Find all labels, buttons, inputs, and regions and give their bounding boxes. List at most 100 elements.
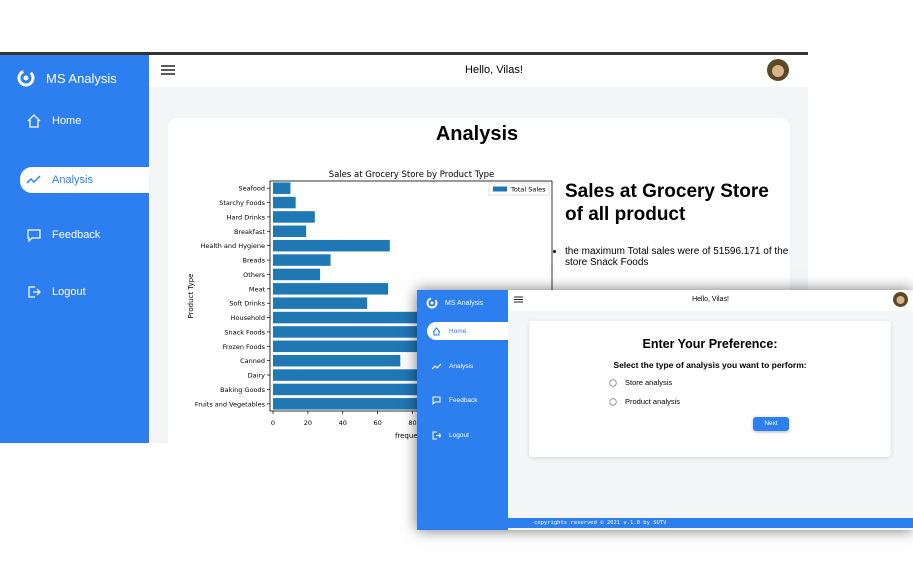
sidebar: MS Analysis Home Analysis Feedback Logou…	[0, 55, 149, 443]
bar	[273, 354, 401, 367]
nav-logout[interactable]: Logout	[26, 284, 86, 300]
form-question: Select the type of analysis you want to …	[613, 360, 807, 370]
bar	[273, 225, 307, 238]
bar	[273, 268, 321, 281]
y-tick-label: Hard Drinks	[227, 213, 266, 221]
bar	[273, 311, 432, 324]
brand-name: MS Analysis	[46, 70, 117, 86]
legend: Total Sales	[488, 182, 550, 196]
brand[interactable]: MS Analysis	[16, 68, 117, 88]
option[interactable]: Product analysis	[609, 397, 680, 406]
nav-label: Logout	[449, 432, 469, 439]
radio[interactable]	[609, 378, 617, 387]
chart-title: Sales at Grocery Store by Product Type	[329, 170, 495, 180]
legend-box	[488, 182, 550, 196]
y-tick-label: Fruits and Vegetables	[195, 400, 266, 408]
radio[interactable]	[609, 397, 617, 406]
bar-chart: Sales at Grocery Store by Product Type Pr…	[187, 170, 553, 440]
y-tick-label: Health and Hygiene	[201, 242, 266, 250]
front-window: MS Analysis Home Analysis Feedback Logou…	[417, 290, 913, 530]
bar	[273, 211, 315, 223]
y-tick-label: Frozen Foods	[223, 343, 266, 351]
nav-label: Logout	[52, 286, 86, 298]
nav-label: Analysis	[52, 174, 93, 186]
chart: Sales at Grocery Store by Product Type Pr…	[187, 170, 553, 440]
bar	[273, 326, 483, 338]
summary-bullet: the maximum Total sales were of 51596.17…	[565, 246, 790, 268]
menu-button[interactable]	[514, 296, 523, 303]
bar	[273, 254, 331, 266]
bar	[273, 239, 390, 252]
bar	[273, 383, 427, 396]
x-tick-label: 20	[304, 419, 312, 427]
icon	[432, 363, 441, 370]
sidebar: MS Analysis Home Analysis Feedback Logou…	[417, 290, 508, 530]
avatar[interactable]	[893, 292, 908, 307]
y-tick-label: Baking Goods	[220, 386, 265, 394]
icon	[26, 175, 41, 184]
summary-title: Sales at Grocery Store of all product	[565, 181, 769, 225]
icon	[27, 114, 41, 128]
bar	[273, 196, 296, 209]
y-tick-label: Household	[231, 314, 265, 322]
y-tick-label: Soft Drinks	[229, 300, 265, 308]
nav-label: Feedback	[52, 229, 101, 241]
x-tick-label: 40	[339, 419, 347, 427]
header: Hello, Vilas!	[508, 290, 913, 311]
y-tick-label: Breads	[243, 257, 266, 265]
bar	[273, 340, 423, 353]
nav-label: Home	[449, 327, 467, 335]
bar	[273, 182, 291, 194]
nav-feedback[interactable]: Feedback	[432, 396, 478, 405]
y-tick-label: Snack Foods	[224, 328, 265, 336]
summary-list: the maximum Total sales were of 51596.17…	[553, 246, 790, 268]
x-tick-label: 0	[271, 419, 275, 427]
avatar[interactable]	[767, 59, 789, 81]
option[interactable]: Store analysis	[609, 378, 672, 387]
legend-swatch	[493, 186, 507, 192]
nav-home[interactable]: Home	[26, 113, 81, 129]
nav-feedback[interactable]: Feedback	[26, 227, 100, 243]
logo	[426, 297, 438, 309]
x-tick-label: 60	[373, 419, 381, 427]
bar	[273, 398, 498, 410]
y-tick-label: Meat	[249, 285, 266, 293]
y-tick-label: Others	[243, 271, 265, 279]
nav-label: Feedback	[449, 397, 478, 404]
icon	[28, 286, 41, 298]
y-tick-label: Seafood	[239, 185, 265, 193]
y-tick-label: Canned	[240, 357, 265, 365]
brand[interactable]: MS Analysis	[426, 297, 483, 309]
bar	[273, 369, 418, 381]
next-button[interactable]: Next	[753, 417, 789, 431]
footer: copyrights reserved © 2021 v.1.0 by SUTV	[508, 518, 913, 528]
icon	[432, 326, 441, 335]
y-tick-label: Breakfast	[234, 228, 265, 236]
brand-name: MS Analysis	[445, 299, 484, 307]
nav-home[interactable]: Home	[427, 322, 508, 340]
header: Hello, Vilas!	[149, 55, 808, 87]
icon	[432, 396, 441, 405]
page-title: Analysis	[435, 123, 519, 145]
option-label: Product analysis	[625, 397, 681, 406]
form-title: Enter Your Preference:	[642, 337, 778, 351]
nav-logout[interactable]: Logout	[432, 431, 469, 440]
logo	[17, 69, 35, 87]
legend-label: Total Sales	[510, 186, 546, 194]
greeting: Hello, Vilas!	[465, 64, 523, 76]
bar	[273, 297, 368, 309]
bar	[273, 283, 389, 295]
menu-button[interactable]	[161, 65, 175, 75]
x-tick-label: 80	[408, 419, 416, 427]
icon	[432, 431, 441, 440]
nav-analysis[interactable]: Analysis	[20, 167, 149, 193]
icon	[27, 229, 41, 243]
y-tick-label: Dairy	[248, 372, 265, 380]
y-tick-label: Starchy Foods	[219, 199, 265, 207]
option-label: Store analysis	[625, 378, 673, 387]
x-axis-label: frequency	[395, 432, 430, 440]
nav-analysis[interactable]: Analysis	[432, 362, 473, 371]
nav-label: Home	[52, 115, 82, 127]
nav-label: Analysis	[449, 363, 474, 370]
